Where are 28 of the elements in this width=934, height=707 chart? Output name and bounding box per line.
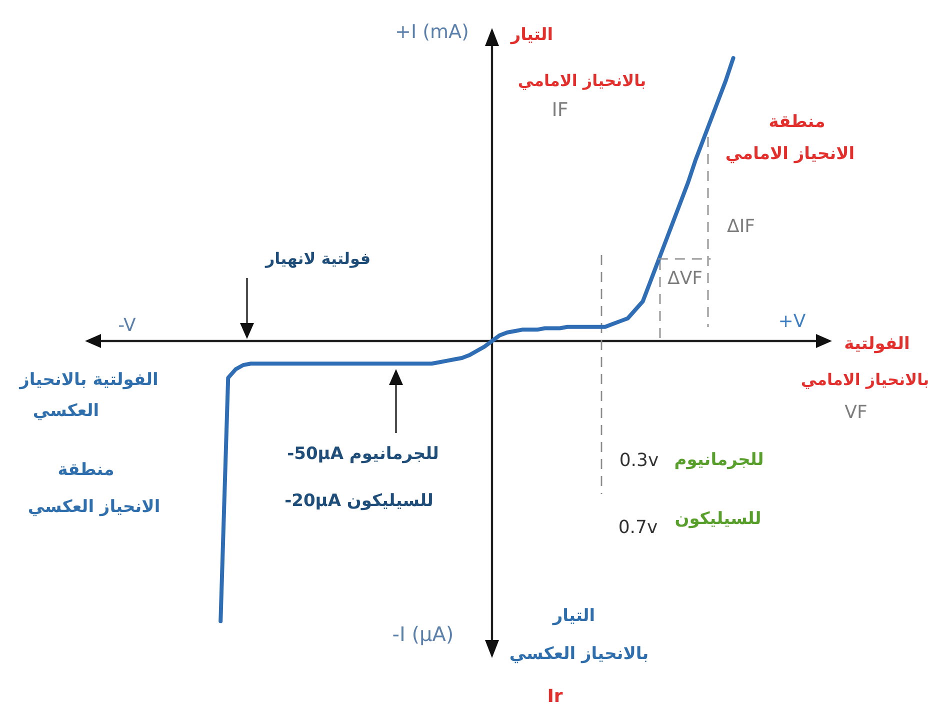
ylabel: +I (mA) [395, 21, 469, 43]
annotation: منطقة [58, 460, 114, 480]
annotation: الانحياز العكسي [28, 497, 160, 517]
annotation: بالانحياز العكسي [509, 644, 649, 664]
annotation: العكسي [32, 401, 100, 421]
annotation: الفولتية بالانحياز [20, 370, 158, 390]
annotation: بالانحياز الامامي [800, 370, 930, 389]
annotation: IF [552, 99, 568, 121]
annotation: VF [844, 402, 868, 423]
annotation: بالانحياز الامامي [518, 71, 646, 90]
annotation: -20µA للسيليكون [284, 491, 434, 511]
annotation: ΔVF [668, 268, 702, 289]
annotation: -V [118, 315, 136, 336]
annotation: 0.7v [618, 517, 658, 538]
annotation: التيار [552, 606, 596, 626]
annotation: منطقة [768, 112, 826, 132]
annotation: فولتية لانهيار [265, 249, 371, 268]
annotation: 0.3v [619, 450, 659, 471]
xlabel: +V [778, 311, 806, 332]
annotation: التيار [510, 25, 554, 45]
annotation: للسيليكون [674, 509, 762, 529]
annotation: الفولتية [844, 334, 910, 354]
annotation: الانحياز الامامي [725, 144, 855, 164]
annotation: -I (µA) [392, 622, 454, 646]
annotation: Ir [547, 686, 563, 707]
annotation: -50µA للجرمانيوم [287, 444, 439, 464]
annotation: ΔIF [727, 216, 755, 237]
annotation: للجرمانيوم [674, 450, 764, 470]
